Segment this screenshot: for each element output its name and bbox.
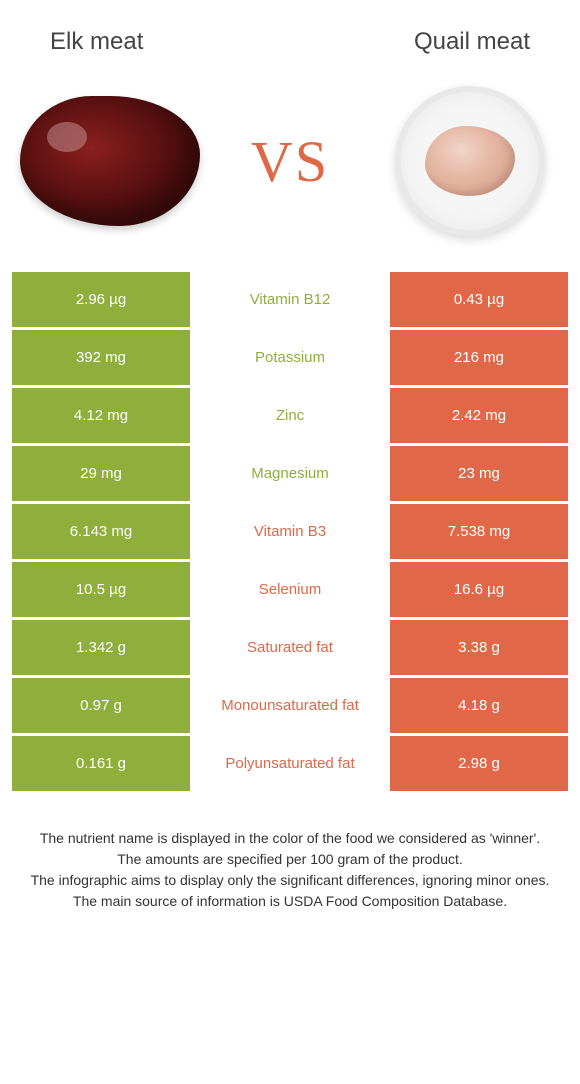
nutrient-row: 392 mgPotassium216 mg bbox=[12, 330, 568, 385]
nutrient-label: Monounsaturated fat bbox=[190, 678, 390, 733]
right-value: 0.43 µg bbox=[390, 272, 568, 327]
vs-label: vs bbox=[251, 128, 329, 195]
right-value: 23 mg bbox=[390, 446, 568, 501]
quail-plate-shape bbox=[395, 86, 545, 236]
footer-line-2: The amounts are specified per 100 gram o… bbox=[20, 850, 560, 869]
footer-line-1: The nutrient name is displayed in the co… bbox=[20, 829, 560, 848]
quail-meat-image bbox=[375, 81, 565, 241]
nutrient-row: 0.161 gPolyunsaturated fat2.98 g bbox=[12, 736, 568, 791]
nutrient-row: 6.143 mgVitamin B37.538 mg bbox=[12, 504, 568, 559]
nutrient-row: 1.342 gSaturated fat3.38 g bbox=[12, 620, 568, 675]
footer-notes: The nutrient name is displayed in the co… bbox=[0, 829, 580, 911]
left-value: 10.5 µg bbox=[12, 562, 190, 617]
left-value: 6.143 mg bbox=[12, 504, 190, 559]
nutrient-row: 10.5 µgSelenium16.6 µg bbox=[12, 562, 568, 617]
left-value: 29 mg bbox=[12, 446, 190, 501]
right-value: 216 mg bbox=[390, 330, 568, 385]
right-value: 7.538 mg bbox=[390, 504, 568, 559]
right-food-title: Quail meat bbox=[414, 28, 530, 56]
nutrient-label: Polyunsaturated fat bbox=[190, 736, 390, 791]
nutrient-table: 2.96 µgVitamin B120.43 µg392 mgPotassium… bbox=[12, 272, 568, 791]
images-row: vs bbox=[0, 66, 580, 266]
left-value: 0.97 g bbox=[12, 678, 190, 733]
quail-body-shape bbox=[425, 126, 515, 196]
header-row: Elk meat Quail meat bbox=[0, 0, 580, 66]
left-value: 2.96 µg bbox=[12, 272, 190, 327]
right-value: 3.38 g bbox=[390, 620, 568, 675]
nutrient-label: Saturated fat bbox=[190, 620, 390, 675]
left-food-title: Elk meat bbox=[50, 28, 143, 56]
nutrient-row: 0.97 gMonounsaturated fat4.18 g bbox=[12, 678, 568, 733]
footer-line-3: The infographic aims to display only the… bbox=[20, 871, 560, 890]
nutrient-label: Zinc bbox=[190, 388, 390, 443]
elk-meat-image bbox=[15, 81, 205, 241]
left-value: 1.342 g bbox=[12, 620, 190, 675]
left-value: 392 mg bbox=[12, 330, 190, 385]
nutrient-label: Vitamin B12 bbox=[190, 272, 390, 327]
right-value: 4.18 g bbox=[390, 678, 568, 733]
nutrient-row: 4.12 mgZinc2.42 mg bbox=[12, 388, 568, 443]
nutrient-label: Vitamin B3 bbox=[190, 504, 390, 559]
right-value: 2.42 mg bbox=[390, 388, 568, 443]
elk-meat-shape bbox=[20, 96, 200, 226]
nutrient-label: Potassium bbox=[190, 330, 390, 385]
left-value: 4.12 mg bbox=[12, 388, 190, 443]
nutrient-row: 2.96 µgVitamin B120.43 µg bbox=[12, 272, 568, 327]
nutrient-label: Magnesium bbox=[190, 446, 390, 501]
nutrient-label: Selenium bbox=[190, 562, 390, 617]
nutrient-row: 29 mgMagnesium23 mg bbox=[12, 446, 568, 501]
footer-line-4: The main source of information is USDA F… bbox=[20, 892, 560, 911]
right-value: 16.6 µg bbox=[390, 562, 568, 617]
left-value: 0.161 g bbox=[12, 736, 190, 791]
right-value: 2.98 g bbox=[390, 736, 568, 791]
